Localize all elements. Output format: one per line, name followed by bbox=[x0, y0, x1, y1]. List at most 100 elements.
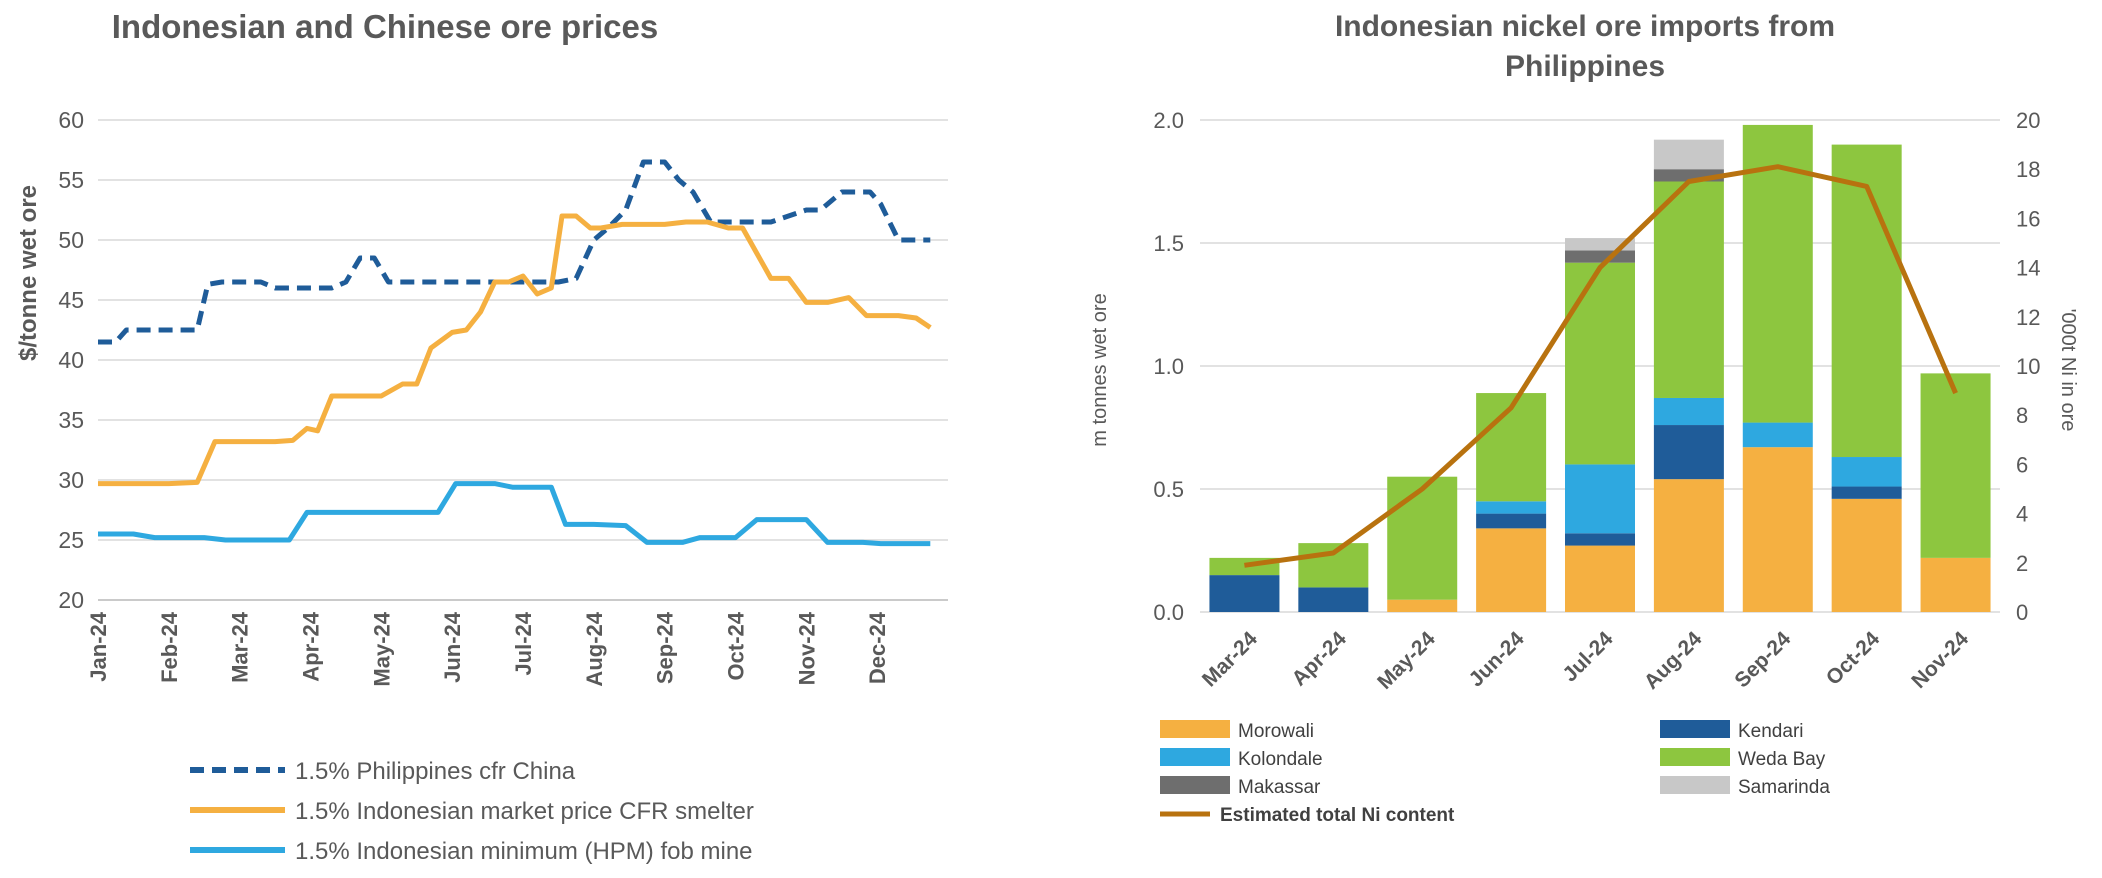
bar-segment-kendari bbox=[1653, 425, 1724, 480]
x-tick-label: Sep-24 bbox=[1730, 627, 1795, 692]
y2-tick-label: 0 bbox=[2016, 600, 2028, 625]
bar-segment-kendari bbox=[1476, 513, 1547, 529]
bar-segment-weda-bay bbox=[1831, 144, 1902, 458]
y2-axis-label: '000t Ni in ore bbox=[2057, 309, 2079, 432]
x-tick-label: Jul-24 bbox=[511, 611, 536, 675]
y-tick-label: 60 bbox=[58, 107, 84, 133]
y-tick-label: 1.5 bbox=[1153, 231, 1184, 256]
y2-tick-label: 6 bbox=[2016, 452, 2028, 477]
x-tick-label: Oct-24 bbox=[1822, 627, 1885, 690]
x-tick-label: Apr-24 bbox=[299, 611, 324, 681]
legend-item: Morowali bbox=[1160, 720, 1314, 742]
bar-segment-weda-bay bbox=[1298, 543, 1369, 588]
legend-item: 1.5% Indonesian market price CFR smelter bbox=[190, 798, 754, 825]
bar-segment-kolondale bbox=[1476, 501, 1547, 514]
x-tick-label: Aug-24 bbox=[1640, 627, 1707, 694]
x-tick-label: Feb-24 bbox=[157, 611, 182, 683]
legend-swatch bbox=[1160, 720, 1230, 738]
y-tick-label: 50 bbox=[58, 227, 84, 253]
x-tick-label: Sep-24 bbox=[653, 611, 678, 684]
y-tick-label: 0.5 bbox=[1153, 477, 1184, 502]
legend-item: 1.5% Indonesian minimum (HPM) fob mine bbox=[190, 838, 753, 865]
x-tick-label: Jun-24 bbox=[1465, 627, 1529, 691]
series-line-1-5-indonesian-market-price-cfr-smelter bbox=[98, 213, 932, 487]
bar-segment-weda-bay bbox=[1742, 124, 1813, 423]
bar-segment-weda-bay bbox=[1565, 262, 1635, 465]
bar-segment-morowali bbox=[1920, 557, 1991, 612]
bar-segment-kolondale bbox=[1742, 422, 1813, 448]
bar-segment-morowali bbox=[1742, 447, 1813, 612]
legend-item: Makassar bbox=[1160, 776, 1321, 798]
bar-segment-morowali bbox=[1565, 545, 1635, 612]
bar-segment-weda-bay bbox=[1387, 476, 1458, 600]
x-tick-label: Nov-24 bbox=[1907, 627, 1973, 693]
chart-title: Indonesian and Chinese ore prices bbox=[112, 8, 658, 45]
legend-item: Kolondale bbox=[1160, 748, 1323, 770]
y2-tick-label: 8 bbox=[2016, 403, 2028, 428]
x-tick-label: May-24 bbox=[1373, 627, 1440, 694]
y-tick-label: 2.0 bbox=[1153, 108, 1184, 133]
y-tick-label: 35 bbox=[58, 407, 84, 433]
legend-swatch bbox=[1660, 776, 1730, 794]
legend-item: Weda Bay bbox=[1660, 748, 1826, 770]
legend-swatch bbox=[1660, 720, 1730, 738]
y2-tick-label: 2 bbox=[2016, 551, 2028, 576]
y-tick-label: 55 bbox=[58, 167, 84, 193]
bar-segment-morowali bbox=[1476, 528, 1547, 612]
x-tick-label: Mar-24 bbox=[1198, 627, 1262, 691]
y-tick-label: 30 bbox=[58, 467, 84, 493]
legend-item: 1.5% Philippines cfr China bbox=[190, 758, 576, 785]
legend-label: 1.5% Indonesian minimum (HPM) fob mine bbox=[295, 838, 753, 865]
series-line-1-5-indonesian-minimum-hpm-fob-mine bbox=[98, 481, 931, 547]
y2-tick-label: 14 bbox=[2016, 256, 2040, 281]
y-tick-label: 25 bbox=[58, 527, 84, 553]
y2-tick-label: 20 bbox=[2016, 108, 2040, 133]
legend-label: 1.5% Indonesian market price CFR smelter bbox=[295, 798, 754, 825]
x-tick-label: Apr-24 bbox=[1288, 627, 1352, 691]
legend-swatch bbox=[1660, 748, 1730, 766]
bar-segment-kendari bbox=[1565, 533, 1635, 546]
bar-segment-kendari bbox=[1831, 486, 1902, 499]
bar-segment-kendari bbox=[1298, 587, 1369, 612]
bar-segment-kendari bbox=[1209, 575, 1280, 612]
y2-tick-label: 12 bbox=[2016, 305, 2040, 330]
x-tick-label: Dec-24 bbox=[865, 611, 890, 684]
ore-prices-line-chart: Indonesian and Chinese ore prices 20 25 30… bbox=[15, 8, 948, 865]
legend-label: 1.5% Philippines cfr China bbox=[295, 758, 576, 785]
bar-segment-morowali bbox=[1653, 479, 1724, 612]
legend-item: Kendari bbox=[1660, 720, 1804, 742]
y-tick-label: 20 bbox=[58, 587, 84, 613]
y2-tick-label: 4 bbox=[2016, 502, 2028, 527]
series-line-estimated-total-ni-content bbox=[1244, 164, 1958, 568]
legend-label: Kendari bbox=[1738, 721, 1804, 742]
bar-segment-morowali bbox=[1387, 599, 1458, 612]
y-axis-label: m tonnes wet ore bbox=[1089, 293, 1111, 446]
legend-swatch bbox=[1160, 748, 1230, 766]
chart-title: Indonesian nickel ore imports from Philip… bbox=[1335, 10, 1835, 83]
series-line-1-5-philippines-cfr-china bbox=[98, 159, 931, 345]
x-tick-label: Nov-24 bbox=[794, 611, 819, 685]
legend-label: Weda Bay bbox=[1738, 749, 1826, 770]
x-tick-label: May-24 bbox=[369, 611, 394, 686]
bar-segment-kolondale bbox=[1565, 464, 1635, 534]
legend-swatch bbox=[1160, 776, 1230, 794]
legend-label: Samarinda bbox=[1738, 777, 1830, 798]
legend-label: Makassar bbox=[1238, 777, 1321, 798]
legend-label: Kolondale bbox=[1238, 749, 1323, 770]
bar-segment-weda-bay bbox=[1653, 181, 1724, 398]
legend-label: Morowali bbox=[1238, 721, 1314, 742]
legend-item: Estimated total Ni content bbox=[1160, 805, 1455, 826]
x-tick-label: Jun-24 bbox=[440, 611, 465, 683]
imports-stacked-bar-chart: Indonesian nickel ore imports from Philip… bbox=[1089, 10, 2079, 826]
x-tick-label: Jan-24 bbox=[86, 611, 111, 681]
bar-segment-kolondale bbox=[1653, 397, 1724, 426]
x-tick-label: Mar-24 bbox=[228, 611, 253, 683]
y-tick-label: 1.0 bbox=[1153, 354, 1184, 379]
y2-tick-label: 16 bbox=[2016, 206, 2040, 231]
y-tick-label: 0.0 bbox=[1153, 600, 1184, 625]
bar-segment-weda-bay bbox=[1920, 373, 1991, 558]
bar-segment-makassar bbox=[1565, 250, 1635, 263]
legend-item: Samarinda bbox=[1660, 776, 1830, 798]
y-axis-label: $/tonne wet ore bbox=[15, 185, 42, 361]
